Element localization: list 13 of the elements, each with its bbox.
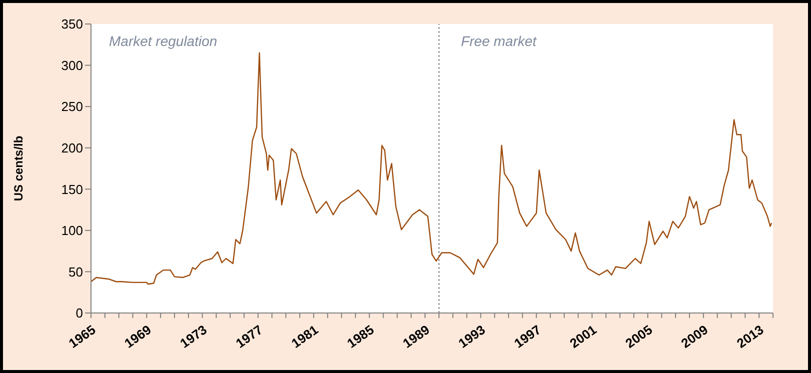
x-tick-label: 1981 — [288, 322, 321, 351]
y-tick-label: 300 — [61, 58, 83, 73]
y-axis-title: US cents/lb — [11, 136, 26, 202]
y-tick-label: 0 — [76, 306, 83, 321]
y-tick-label: 50 — [68, 264, 83, 280]
line-series — [91, 52, 772, 285]
y-tick-label: 200 — [61, 140, 83, 156]
y-tick-label: 150 — [61, 182, 83, 197]
annotation: Free market — [460, 33, 536, 49]
y-tick-label: 100 — [61, 223, 83, 238]
annotation: Market regulation — [109, 33, 218, 49]
y-tick-label: 350 — [61, 16, 83, 32]
y-tick-label: 250 — [61, 99, 83, 114]
